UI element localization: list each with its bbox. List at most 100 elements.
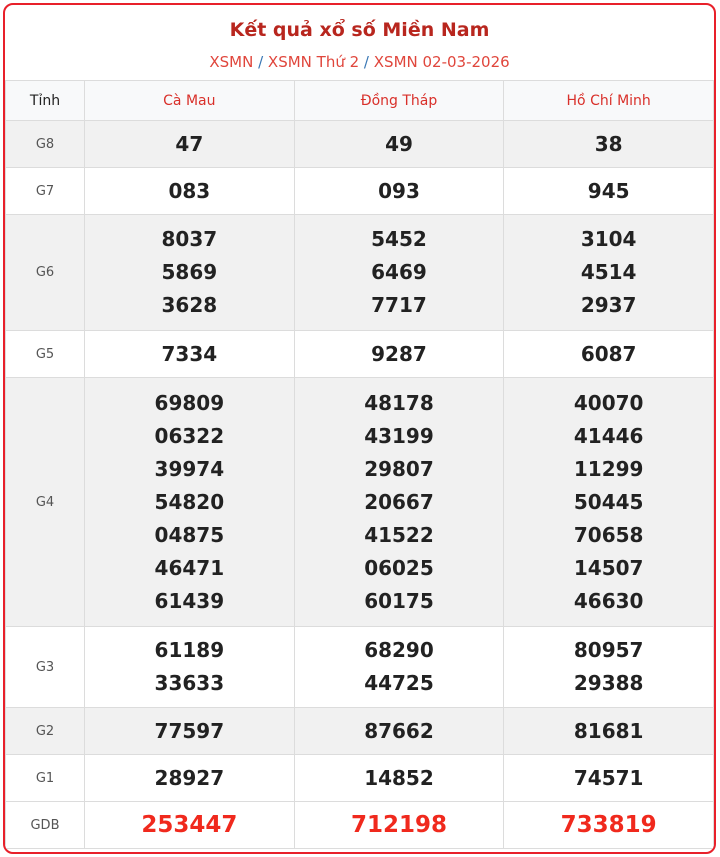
prize-number: 77597 [154,718,225,743]
prize-label: G6 [5,214,85,331]
breadcrumb: XSMN / XSMN Thứ 2 / XSMN 02-03-2026 [5,53,714,71]
prize-cell: 083 [84,167,295,215]
prize-cell: 74571 [503,754,714,802]
prize-row: G3 61189 33633 68290 44725 80957 29388 [5,626,714,708]
prize-label: G8 [5,120,85,168]
prize-cell: 733819 [503,801,714,849]
prize-number: 4514 [580,260,637,284]
prize-cell: 47 [84,120,295,168]
prize-number: 80957 [573,638,644,662]
prize-cell: 38 [503,120,714,168]
prize-number: 11299 [573,456,644,481]
prize-cell: 48178 43199 29807 20667 41522 06025 60175 [293,377,505,627]
prize-number: 20667 [364,489,434,514]
prize-cell: 81681 [503,707,714,755]
prize-number: 69809 [154,390,225,415]
prize-number: 44725 [364,671,434,695]
prize-cell: 28927 [84,754,295,802]
prize-number: 8037 [161,227,218,251]
prize-number: 06025 [364,555,434,580]
prize-number: 46630 [573,588,644,613]
breadcrumb-separator: / [363,53,369,71]
prize-cell: 49 [293,120,505,168]
breadcrumb-xsmn-date[interactable]: XSMN 02-03-2026 [373,53,510,71]
prize-cell: 5452 6469 7717 [293,214,505,331]
prize-cell: 945 [503,167,714,215]
prize-label: GDB [5,801,85,849]
prize-number: 61439 [154,588,225,613]
prize-number: 40070 [573,390,644,415]
prize-number: 04875 [154,522,225,547]
prize-number: 093 [378,178,420,203]
column-header-province-name[interactable]: Đồng Tháp [293,80,505,121]
prize-number: 41522 [364,522,434,547]
prize-label: G7 [5,167,85,215]
prize-label: G3 [5,626,85,708]
prize-number: 3104 [580,227,637,251]
prize-cell: 9287 [293,330,505,378]
prize-number: 29388 [573,671,644,695]
prize-cell: 14852 [293,754,505,802]
prize-number: 74571 [573,765,644,790]
prize-number: 47 [175,131,204,156]
prize-cell: 712198 [293,801,505,849]
prize-number: 46471 [154,555,225,580]
prize-number: 38 [594,131,623,156]
prize-row: G4 69809 06322 39974 54820 04875 46471 61439 481… [5,377,714,627]
prize-row: G2 77597 87662 81681 [5,707,714,755]
prize-cell: 77597 [84,707,295,755]
prize-cell: 61189 33633 [84,626,295,708]
prize-cell: 40070 41446 11299 50445 70658 14507 46630 [503,377,714,627]
prize-cell: 7334 [84,330,295,378]
prize-row: G7 083 093 945 [5,167,714,215]
prize-row: G6 8037 5869 3628 5452 6469 7717 3104 4514 2937 [5,214,714,331]
prize-cell: 69809 06322 39974 54820 04875 46471 61439 [84,377,295,627]
prize-label: G2 [5,707,85,755]
prize-number: 14507 [573,555,644,580]
special-prize-number: 733819 [560,811,657,838]
prize-number: 50445 [573,489,644,514]
prize-number: 7717 [371,293,427,317]
prize-number: 49 [385,131,413,156]
results-panel: Kết quả xổ số Miền Nam XSMN / XSMN Thứ 2… [3,3,716,854]
prize-number: 70658 [573,522,644,547]
prize-number: 54820 [154,489,225,514]
prize-number: 41446 [573,423,644,448]
prize-number: 68290 [364,638,434,662]
prize-row: G8 47 49 38 [5,120,714,168]
prize-number: 083 [168,178,211,203]
prize-number: 6087 [580,341,637,366]
special-prize-number: 253447 [141,811,238,838]
prize-number: 5452 [371,227,427,251]
results-table: Tỉnh Cà Mau Đồng Tháp Hồ Chí Minh G8 47 49 38 G… [5,80,714,849]
prize-cell: 68290 44725 [293,626,505,708]
prize-number: 81681 [573,718,644,743]
prize-number: 48178 [364,390,434,415]
column-header-province-name[interactable]: Cà Mau [84,80,295,121]
breadcrumb-xsmn[interactable]: XSMN [209,53,254,71]
prize-cell: 253447 [84,801,295,849]
breadcrumb-separator: / [258,53,264,71]
column-header-province: Tỉnh [5,80,85,121]
prize-number: 29807 [364,456,434,481]
prize-number: 2937 [580,293,637,317]
prize-number: 43199 [364,423,434,448]
prize-number: 5869 [161,260,218,284]
prize-cell: 093 [293,167,505,215]
breadcrumb-xsmn-thu-2[interactable]: XSMN Thứ 2 [267,53,360,71]
prize-label: G1 [5,754,85,802]
prize-number: 945 [587,178,630,203]
prize-number: 61189 [154,638,225,662]
prize-number: 14852 [364,765,434,790]
prize-label: G4 [5,377,85,627]
prize-number: 60175 [364,588,434,613]
prize-number: 7334 [161,341,218,366]
prize-number: 39974 [154,456,225,481]
prize-cell: 80957 29388 [503,626,714,708]
prize-row: GDB 253447 712198 733819 [5,801,714,849]
column-header-province-name[interactable]: Hồ Chí Minh [503,80,714,121]
prize-number: 9287 [371,341,427,366]
prize-cell: 6087 [503,330,714,378]
prize-number: 33633 [154,671,225,695]
prize-number: 28927 [154,765,225,790]
